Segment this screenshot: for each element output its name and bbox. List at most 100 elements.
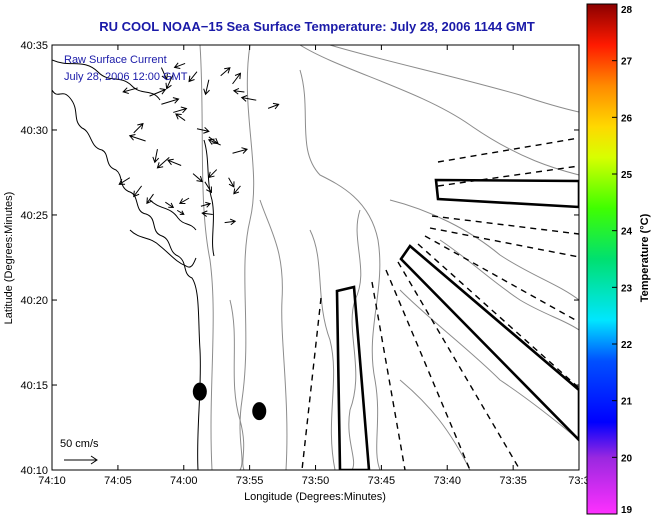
colorbar-tick-label: 28 <box>621 5 633 16</box>
coast-spit <box>203 139 215 257</box>
current-vector <box>207 138 221 146</box>
current-vector <box>220 67 231 77</box>
contour-10 <box>348 209 362 470</box>
dashed-line-2 <box>371 281 406 470</box>
current-vector <box>203 79 210 96</box>
colorbar-tick-label: 26 <box>621 113 633 124</box>
dashed-line-10 <box>437 165 579 187</box>
annotation-line-2: July 28, 2006 12:00 GMT <box>64 71 188 83</box>
colorbar-tick-label: 25 <box>621 170 633 181</box>
dashed-line-7 <box>429 227 579 258</box>
current-vectors <box>118 62 280 226</box>
current-vector <box>165 73 174 90</box>
thick-polygons <box>335 178 579 470</box>
colorbar-tick-label: 27 <box>621 57 633 68</box>
x-axis-label: Longitude (Degrees:Minutes) <box>244 491 386 503</box>
colorbar-tick-label: 22 <box>621 340 633 351</box>
contour-11 <box>399 379 471 470</box>
chart-title: RU COOL NOAA−15 Sea Surface Temperature:… <box>99 19 535 34</box>
y-tick-label: 40:30 <box>20 125 48 137</box>
colorbar-tick-label: 23 <box>621 283 633 294</box>
dashed-line-3 <box>385 269 471 470</box>
dashed-line-1 <box>301 297 322 470</box>
x-tick-label: 74:00 <box>170 475 198 487</box>
current-vector <box>176 209 185 215</box>
contour-4 <box>299 45 579 176</box>
station-dot <box>192 382 207 401</box>
contour-8 <box>259 199 288 470</box>
coast-inlet <box>149 199 197 231</box>
contour-5 <box>329 45 579 113</box>
current-vector <box>188 71 198 83</box>
current-vector <box>146 193 154 205</box>
current-vector <box>133 185 143 198</box>
coast-upper <box>52 59 161 101</box>
current-vector <box>201 210 213 217</box>
colorbar-tick-label: 20 <box>621 453 633 464</box>
polygon-east-lane <box>399 244 579 442</box>
current-vector <box>232 147 248 154</box>
current-vector <box>232 87 245 95</box>
y-tick-label: 40:20 <box>20 295 48 307</box>
scale-arrow-label: 50 cm/s <box>60 438 99 450</box>
x-tick-label: 74:05 <box>104 475 132 487</box>
scale-arrow <box>64 455 98 465</box>
current-vector <box>178 197 190 205</box>
current-vector <box>128 133 146 142</box>
colorbar-label: Temperature (°C) <box>639 213 651 302</box>
station-dots <box>192 382 267 421</box>
y-tick-label: 40:35 <box>20 40 48 52</box>
current-vector <box>133 122 144 134</box>
coast-main <box>52 89 201 470</box>
current-vector <box>224 218 237 226</box>
current-vector <box>200 201 212 208</box>
x-tick-label: 73:50 <box>302 475 330 487</box>
y-tick-label: 40:25 <box>20 210 48 222</box>
y-axis-label: Latitude (Degrees:Minutes) <box>3 192 15 325</box>
dashed-line-6 <box>424 235 579 323</box>
y-tick-label: 40:15 <box>20 380 48 392</box>
current-vector <box>149 88 167 97</box>
current-vector <box>267 102 280 110</box>
current-vector <box>175 113 186 122</box>
current-vector <box>160 67 168 81</box>
current-vector <box>192 173 203 183</box>
coastline <box>52 59 215 470</box>
current-vector <box>204 181 212 194</box>
x-tick-label: 73:40 <box>433 475 461 487</box>
current-vector <box>232 72 242 85</box>
polygon-north-lane <box>434 178 579 209</box>
station-dot <box>252 402 267 421</box>
y-axis: 40:10 40:15 40:20 40:25 40:30 40:35 <box>20 40 579 477</box>
current-vector <box>152 149 160 164</box>
dashed-line-8 <box>431 215 579 235</box>
dashed-line-4 <box>397 261 521 470</box>
x-tick-label: 73:3 <box>568 475 589 487</box>
contour-2 <box>239 45 255 470</box>
polygon-south-lane <box>335 285 371 470</box>
colorbar-ticks: 28 27 26 25 24 23 22 21 20 19 <box>612 3 633 516</box>
current-vector <box>118 177 131 185</box>
contour-6 <box>389 199 579 301</box>
current-vector <box>165 201 175 209</box>
x-axis: 74:10 74:05 74:00 73:55 73:50 73:45 73:40 73:35… <box>38 45 590 487</box>
x-tick-label: 73:45 <box>368 475 396 487</box>
current-vector <box>208 169 218 179</box>
current-vector <box>122 87 138 94</box>
colorbar <box>586 3 618 515</box>
contour-3 <box>299 69 381 470</box>
coast-river <box>129 229 197 268</box>
dashed-line-5 <box>417 243 579 389</box>
current-vector <box>196 127 210 134</box>
dashed-line-9 <box>437 137 579 163</box>
colorbar-tick-label: 19 <box>621 505 633 516</box>
map-area <box>52 45 579 470</box>
current-vector <box>161 97 180 105</box>
bathymetry-contours <box>199 45 579 470</box>
current-vector <box>240 95 257 102</box>
plot-background <box>52 45 579 470</box>
current-vector <box>167 158 182 166</box>
scale-arrow-head <box>90 455 98 465</box>
radial-dashed-lines <box>301 137 579 470</box>
